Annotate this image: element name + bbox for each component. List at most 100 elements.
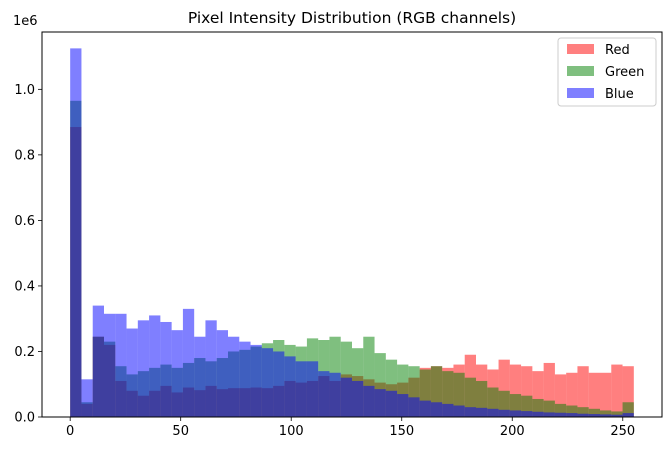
bar-blue — [228, 336, 240, 417]
bar-blue — [588, 414, 600, 417]
bar-blue — [239, 341, 251, 417]
y-tick-label: 1.0 — [14, 83, 35, 98]
bar-blue — [284, 356, 296, 417]
bar-red — [498, 359, 510, 417]
bar-blue — [126, 328, 138, 417]
bar-green — [453, 372, 465, 417]
bar-green — [363, 336, 375, 417]
bar-green — [532, 398, 544, 417]
bar-blue — [104, 313, 116, 417]
plot-frame — [41, 31, 663, 418]
axes-layer: 0 50 100 150 200 250 0.0 0.2 0.4 0.6 0.8 1.0 — [14, 83, 635, 439]
bar-blue — [329, 372, 341, 417]
bar-blue — [363, 385, 375, 417]
bar-red — [588, 372, 600, 417]
bar-red — [554, 374, 567, 417]
x-tick-label: 250 — [610, 424, 635, 439]
bar-red — [611, 364, 623, 417]
bar-green — [622, 402, 634, 417]
legend-label-blue: Blue — [605, 87, 634, 102]
bar-blue — [566, 413, 578, 417]
bar-blue — [81, 379, 93, 417]
bar-red — [543, 362, 555, 417]
bar-green — [566, 405, 578, 417]
y-offset-text: 1e6 — [13, 14, 38, 29]
bar-green — [397, 364, 409, 417]
bar-green — [374, 353, 386, 417]
bar-blue — [521, 411, 533, 417]
bar-blue — [340, 377, 352, 417]
x-tick-label: 100 — [279, 424, 304, 439]
bar-blue — [622, 413, 634, 417]
bar-green — [464, 377, 476, 417]
bar-blue — [464, 407, 476, 417]
bar-blue — [397, 394, 409, 417]
legend-swatch-blue — [567, 88, 594, 98]
y-tick-label: 0.2 — [14, 345, 35, 360]
legend-swatch-green — [567, 66, 594, 76]
x-tick-label: 0 — [66, 424, 74, 439]
bar-blue — [318, 371, 330, 417]
bar-blue — [149, 315, 161, 417]
bar-green — [408, 366, 420, 417]
x-tick-label: 200 — [500, 424, 525, 439]
bar-green — [487, 387, 499, 417]
y-tick-label: 0.4 — [14, 279, 35, 294]
bar-red — [600, 372, 612, 417]
bar-green — [611, 411, 623, 417]
bar-blue — [171, 330, 183, 417]
bar-green — [543, 400, 555, 417]
legend-swatch-red — [567, 44, 594, 54]
bar-red — [622, 366, 634, 417]
bar-blue — [216, 330, 228, 417]
bar-green — [476, 380, 488, 417]
legend: Red Green Blue — [557, 37, 657, 107]
bar-blue — [611, 414, 623, 417]
x-tick-label: 150 — [389, 424, 414, 439]
bar-blue — [194, 336, 206, 417]
bar-blue — [273, 351, 285, 417]
bar-green — [442, 371, 454, 417]
bar-blue — [374, 389, 386, 417]
bar-blue — [408, 397, 420, 417]
bar-green — [385, 359, 398, 417]
legend-label-red: Red — [605, 43, 630, 58]
bar-blue — [352, 380, 364, 417]
bar-blue — [70, 48, 82, 417]
bar-red — [566, 372, 578, 417]
bar-green — [521, 395, 533, 417]
bar-blue — [509, 410, 522, 417]
bar-green — [588, 408, 600, 417]
bar-blue — [453, 405, 465, 417]
bar-red — [532, 371, 544, 417]
bar-blue — [430, 402, 443, 417]
bar-blue — [543, 412, 555, 417]
bar-green — [419, 369, 431, 417]
y-tick-label: 0.0 — [14, 411, 35, 426]
chart-title: Pixel Intensity Distribution (RGB channe… — [188, 9, 516, 27]
bar-blue — [160, 321, 172, 417]
bar-blue — [554, 412, 567, 417]
bar-blue — [600, 414, 612, 417]
bar-blue — [577, 413, 589, 417]
bar-green — [498, 390, 510, 417]
bars-layer — [70, 48, 634, 418]
bar-blue — [498, 409, 510, 417]
bar-blue — [442, 403, 454, 417]
bar-red — [509, 364, 522, 417]
bar-blue — [115, 313, 127, 417]
bar-blue — [532, 411, 544, 417]
bar-blue — [419, 400, 431, 417]
bar-blue — [137, 320, 150, 417]
bar-red — [577, 366, 589, 417]
bar-green — [554, 403, 567, 417]
bar-blue — [92, 305, 104, 417]
y-tick-label: 0.8 — [14, 148, 35, 163]
bar-blue — [295, 361, 307, 417]
y-tick-label: 0.6 — [14, 214, 35, 229]
legend-label-green: Green — [605, 65, 644, 80]
bar-blue — [476, 407, 488, 417]
series-blue — [70, 48, 634, 417]
bar-blue — [306, 361, 319, 417]
